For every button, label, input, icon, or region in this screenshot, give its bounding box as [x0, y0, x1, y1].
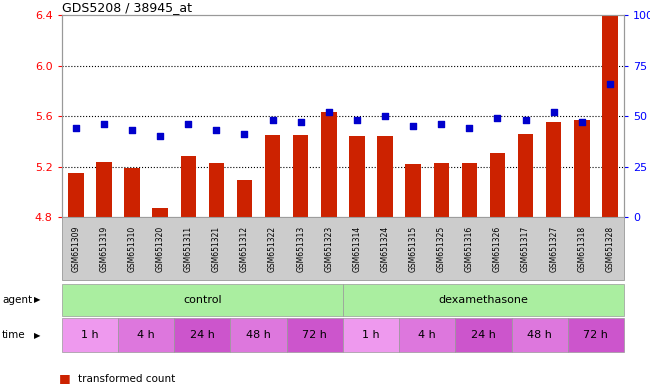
Text: GSM651315: GSM651315 — [409, 225, 418, 272]
Point — [436, 121, 447, 127]
Point — [239, 131, 250, 137]
Text: GSM651316: GSM651316 — [465, 225, 474, 272]
Point — [604, 81, 615, 87]
Point — [267, 117, 278, 123]
Text: 72 h: 72 h — [302, 330, 327, 340]
Bar — [68, 173, 84, 217]
Point — [99, 121, 109, 127]
Bar — [602, 0, 617, 217]
Point — [380, 113, 390, 119]
Text: dexamethasone: dexamethasone — [439, 295, 528, 305]
Bar — [96, 162, 112, 217]
Bar — [546, 122, 562, 217]
Bar — [181, 157, 196, 217]
Bar — [434, 163, 449, 217]
Text: GSM651313: GSM651313 — [296, 225, 306, 272]
Bar — [406, 164, 421, 217]
Bar — [237, 180, 252, 217]
Text: GSM651325: GSM651325 — [437, 225, 446, 272]
Text: ■: ■ — [58, 372, 70, 384]
Point — [183, 121, 194, 127]
Text: 72 h: 72 h — [584, 330, 608, 340]
Text: ▶: ▶ — [34, 295, 40, 305]
Point — [408, 123, 419, 129]
Text: ▶: ▶ — [34, 331, 40, 340]
Text: control: control — [183, 295, 222, 305]
Text: GSM651328: GSM651328 — [605, 225, 614, 272]
Text: GSM651314: GSM651314 — [352, 225, 361, 272]
Text: time: time — [2, 330, 25, 340]
Bar — [489, 153, 505, 217]
Point — [71, 125, 81, 131]
Text: GSM651323: GSM651323 — [324, 225, 333, 272]
Text: GSM651317: GSM651317 — [521, 225, 530, 272]
Bar — [574, 120, 590, 217]
Text: GSM651312: GSM651312 — [240, 225, 249, 272]
Point — [492, 115, 502, 121]
Bar — [462, 163, 477, 217]
Bar — [124, 168, 140, 217]
Bar — [349, 136, 365, 217]
Point — [521, 117, 531, 123]
Text: GSM651310: GSM651310 — [127, 225, 136, 272]
Point — [211, 127, 222, 133]
Point — [549, 109, 559, 115]
Text: 1 h: 1 h — [81, 330, 99, 340]
Text: 48 h: 48 h — [246, 330, 271, 340]
Bar — [321, 113, 337, 217]
Text: GSM651319: GSM651319 — [99, 225, 109, 272]
Bar — [209, 163, 224, 217]
Bar — [152, 208, 168, 217]
Text: GSM651311: GSM651311 — [184, 225, 193, 272]
Point — [127, 127, 137, 133]
Point — [352, 117, 362, 123]
Text: GSM651309: GSM651309 — [72, 225, 81, 272]
Text: agent: agent — [2, 295, 32, 305]
Bar — [377, 136, 393, 217]
Text: transformed count: transformed count — [78, 374, 176, 384]
Point — [155, 133, 165, 139]
Text: GSM651326: GSM651326 — [493, 225, 502, 272]
Text: 24 h: 24 h — [190, 330, 214, 340]
Text: GSM651320: GSM651320 — [155, 225, 164, 272]
Text: GSM651327: GSM651327 — [549, 225, 558, 272]
Text: 4 h: 4 h — [419, 330, 436, 340]
Text: 4 h: 4 h — [137, 330, 155, 340]
Text: GDS5208 / 38945_at: GDS5208 / 38945_at — [62, 1, 192, 14]
Bar — [265, 135, 280, 217]
Text: GSM651321: GSM651321 — [212, 225, 221, 272]
Bar — [293, 135, 309, 217]
Point — [464, 125, 474, 131]
Text: 48 h: 48 h — [527, 330, 552, 340]
Text: GSM651324: GSM651324 — [380, 225, 389, 272]
Text: GSM651318: GSM651318 — [577, 225, 586, 272]
Text: GSM651322: GSM651322 — [268, 225, 277, 272]
Point — [296, 119, 306, 125]
Point — [577, 119, 587, 125]
Text: 1 h: 1 h — [362, 330, 380, 340]
Bar — [518, 134, 534, 217]
Point — [324, 109, 334, 115]
Text: 24 h: 24 h — [471, 330, 496, 340]
